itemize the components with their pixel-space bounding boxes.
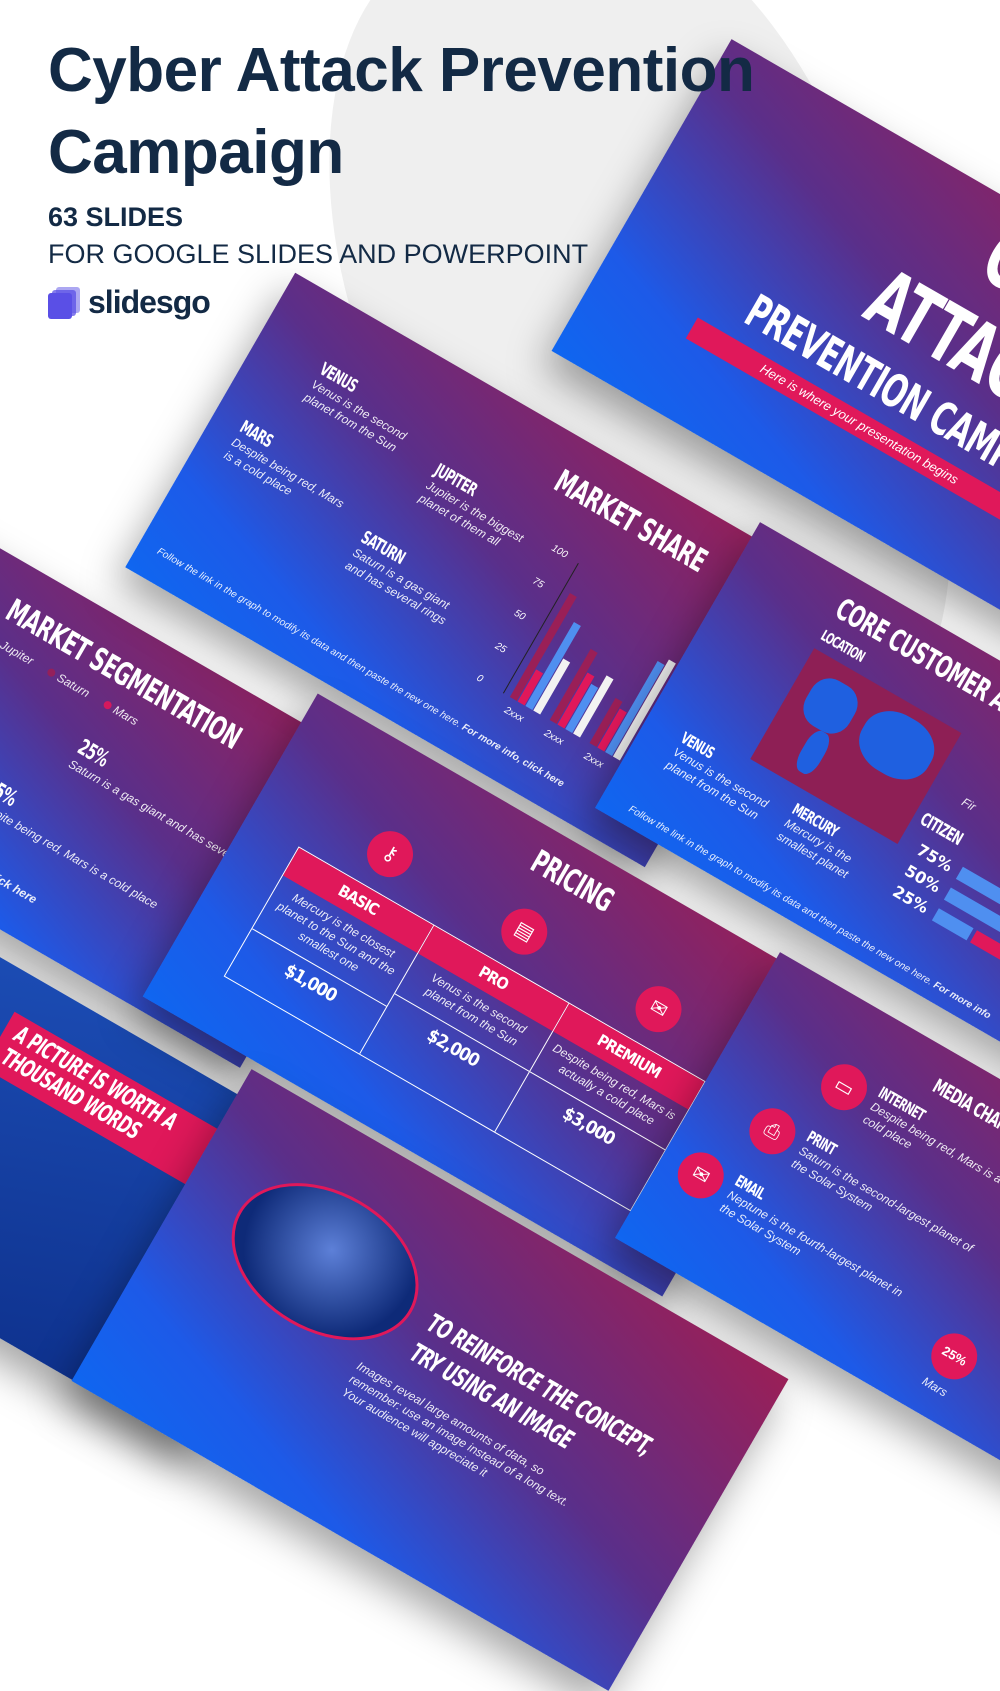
side-text: Fir <box>959 794 979 814</box>
x-tick-label: 2xxx <box>581 750 606 771</box>
x-tick-label: 2xxx <box>502 704 526 725</box>
subtitle: FOR GOOGLE SLIDES AND POWERPOINT <box>48 239 589 269</box>
x-tick-label: 2xxx <box>541 727 566 748</box>
slidesgo-logo-icon <box>48 286 80 319</box>
age-bars: 75% 50% 25% <box>889 840 1000 969</box>
envelope-icon: ✉ <box>669 1143 733 1207</box>
planet-item: JUPITER Jupiter is the biggest planet of … <box>416 459 527 549</box>
printer-icon: ⎙ <box>740 1099 804 1163</box>
brand-name: slidesgo <box>88 284 211 320</box>
slide-heading: MARKET SEGMENTATION <box>0 591 248 757</box>
planet-item: MARS Despite being red, Mars is a cold pl… <box>221 416 347 511</box>
bar <box>969 930 1000 968</box>
document-icon: ▤ <box>492 900 556 964</box>
y-tick-label: 0 <box>474 672 485 686</box>
y-tick-label: 50 <box>511 607 528 623</box>
brand-logo: slidesgo <box>48 284 754 321</box>
certificate-icon: ✉ <box>627 977 690 1041</box>
planet-item: SATURN Saturn is a gas giant and has seve… <box>342 527 453 628</box>
planet-item: VENUS Venus is the second planet from the… <box>301 358 410 455</box>
y-tick-label: 75 <box>530 575 546 591</box>
slide-heading: PRICING <box>524 842 621 920</box>
more-info-link[interactable]: For more info <box>931 979 993 1022</box>
page-title: Cyber Attack Prevention Campaign <box>48 36 755 187</box>
hacker-photo <box>203 1151 447 1373</box>
monitor-icon: ▭ <box>812 1055 876 1119</box>
header: Cyber Attack Prevention Campaign 63 SLIDE… <box>48 30 755 321</box>
y-tick-label: 100 <box>549 542 570 561</box>
key-icon: ⚷ <box>358 822 422 886</box>
y-tick-label: 25 <box>493 640 509 656</box>
slide-count: 63 SLIDES <box>48 202 184 232</box>
